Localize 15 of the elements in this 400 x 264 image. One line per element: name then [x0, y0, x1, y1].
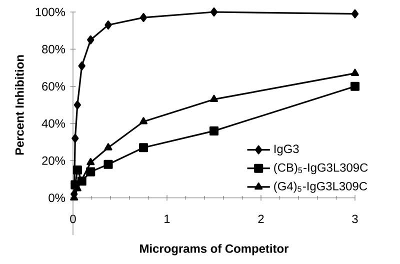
x-axis-title: Micrograms of Competitor: [140, 244, 289, 256]
legend-label: (G4)$_{5}$-IgG3L309C: [274, 182, 368, 193]
y-tick-label: 40%: [42, 119, 66, 128]
y-tick-label: 0%: [48, 194, 66, 202]
y-tick-label: 20%: [42, 156, 66, 165]
x-tick-label: 2: [258, 214, 264, 224]
y-axis-title: Percent Inhibition: [15, 55, 24, 155]
y-tick-label: 100%: [36, 8, 66, 16]
legend-label: IgG3: [274, 144, 299, 156]
y-tick-label: 60%: [42, 82, 66, 91]
y-tick-label: 80%: [42, 44, 66, 54]
x-tick-label: 1: [164, 214, 170, 223]
x-tick-label: 0: [70, 214, 76, 224]
x-tick-label: 3: [352, 214, 358, 224]
legend-label: (CB)$_{5}$-IgG3L309C: [274, 163, 368, 174]
